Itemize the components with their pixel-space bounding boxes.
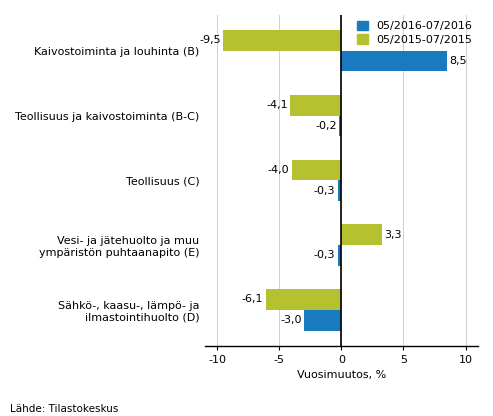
Text: -0,3: -0,3 xyxy=(314,186,335,196)
Bar xyxy=(290,95,342,116)
Text: -6,1: -6,1 xyxy=(242,295,263,305)
Text: -4,1: -4,1 xyxy=(267,100,288,110)
Bar xyxy=(342,51,447,72)
Text: Lähde: Tilastokeskus: Lähde: Tilastokeskus xyxy=(10,404,118,414)
Text: -9,5: -9,5 xyxy=(200,35,221,45)
Text: -4,0: -4,0 xyxy=(268,165,289,175)
Text: -3,0: -3,0 xyxy=(281,315,302,325)
X-axis label: Vuosimuutos, %: Vuosimuutos, % xyxy=(297,370,386,380)
Text: 8,5: 8,5 xyxy=(449,56,467,66)
Bar xyxy=(339,116,342,136)
Bar xyxy=(338,245,342,266)
Legend: 05/2016-07/2016, 05/2015-07/2015: 05/2016-07/2016, 05/2015-07/2015 xyxy=(356,20,472,45)
Bar xyxy=(304,310,342,331)
Bar xyxy=(342,224,383,245)
Bar xyxy=(292,160,342,180)
Text: -0,2: -0,2 xyxy=(315,121,337,131)
Bar xyxy=(223,30,342,51)
Text: -0,3: -0,3 xyxy=(314,250,335,260)
Bar xyxy=(338,180,342,201)
Bar xyxy=(266,289,342,310)
Text: 3,3: 3,3 xyxy=(385,230,402,240)
